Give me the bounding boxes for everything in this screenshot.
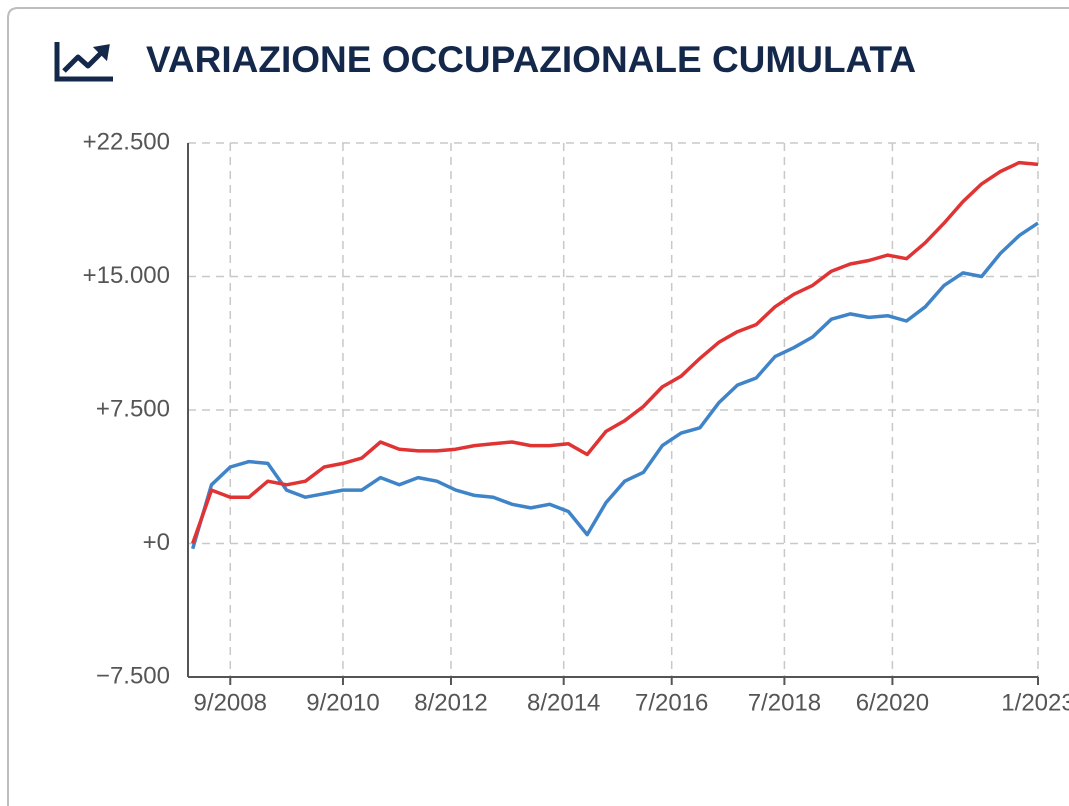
y-tick-label: −7.500	[96, 662, 170, 689]
y-tick-label: +22.500	[83, 128, 170, 155]
chart-title: VARIAZIONE OCCUPAZIONALE CUMULATA	[146, 39, 916, 80]
x-tick-label: 7/2018	[748, 689, 821, 716]
card-border	[7, 7, 1069, 806]
x-tick-label: 8/2014	[527, 689, 600, 716]
x-tick-label: 9/2008	[194, 689, 267, 716]
x-tick-label: 9/2010	[306, 689, 379, 716]
x-tick-label: 1/2023	[1001, 689, 1069, 716]
y-tick-label: +7.500	[96, 395, 170, 422]
y-tick-label: +0	[143, 529, 170, 556]
series-line	[191, 221, 1039, 550]
series-line	[191, 160, 1039, 545]
y-tick-label: +15.000	[83, 262, 170, 289]
x-tick-label: 8/2012	[414, 689, 487, 716]
x-tick-label: 6/2020	[856, 689, 929, 716]
x-tick-label: 7/2016	[635, 689, 708, 716]
chart-icon	[54, 42, 113, 82]
